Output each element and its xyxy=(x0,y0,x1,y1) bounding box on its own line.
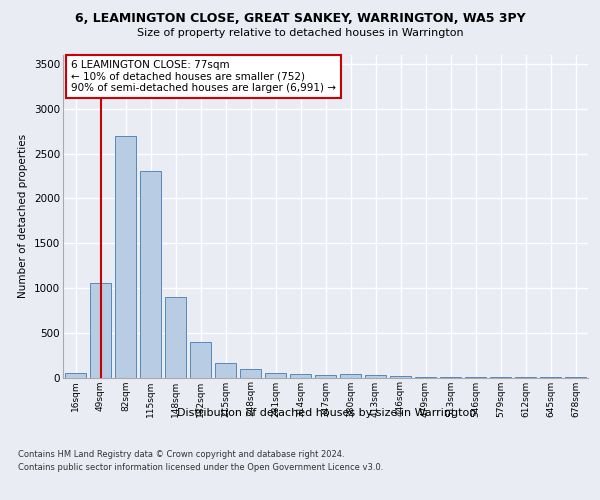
Bar xyxy=(90,284,111,378)
Bar xyxy=(140,172,161,378)
Bar xyxy=(115,136,136,378)
Bar xyxy=(315,375,336,378)
Bar xyxy=(165,297,186,378)
Bar xyxy=(290,374,311,378)
Bar xyxy=(240,370,261,378)
Bar xyxy=(65,373,86,378)
Text: Contains public sector information licensed under the Open Government Licence v3: Contains public sector information licen… xyxy=(18,464,383,472)
Y-axis label: Number of detached properties: Number of detached properties xyxy=(19,134,28,298)
Text: Contains HM Land Registry data © Crown copyright and database right 2024.: Contains HM Land Registry data © Crown c… xyxy=(18,450,344,459)
Bar xyxy=(265,372,286,378)
Text: 6 LEAMINGTON CLOSE: 77sqm
← 10% of detached houses are smaller (752)
90% of semi: 6 LEAMINGTON CLOSE: 77sqm ← 10% of detac… xyxy=(71,60,336,93)
Text: 6, LEAMINGTON CLOSE, GREAT SANKEY, WARRINGTON, WA5 3PY: 6, LEAMINGTON CLOSE, GREAT SANKEY, WARRI… xyxy=(74,12,526,26)
Bar xyxy=(390,376,411,378)
Bar xyxy=(365,376,386,378)
Text: Distribution of detached houses by size in Warrington: Distribution of detached houses by size … xyxy=(178,408,476,418)
Bar xyxy=(340,374,361,378)
Bar xyxy=(190,342,211,378)
Bar xyxy=(415,377,436,378)
Text: Size of property relative to detached houses in Warrington: Size of property relative to detached ho… xyxy=(137,28,463,38)
Bar xyxy=(215,363,236,378)
